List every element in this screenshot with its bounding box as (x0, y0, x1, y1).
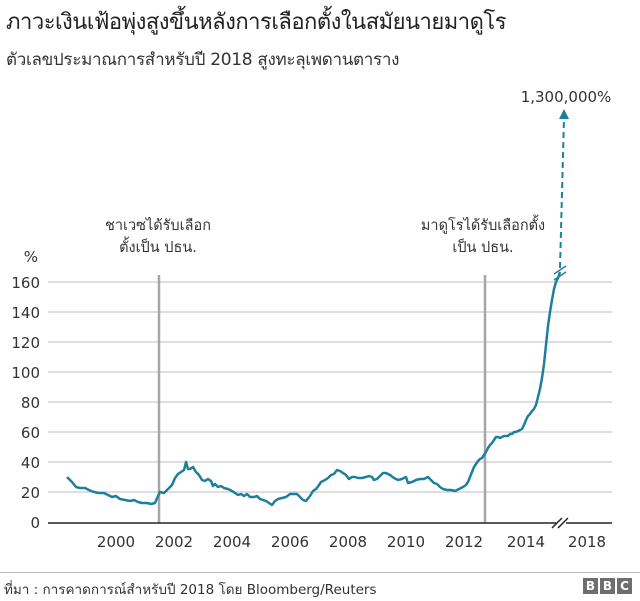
y-tick: 100 (11, 364, 40, 382)
source-note: ที่มา : การคาดการณ์สำหรับปี 2018 โดย Blo… (4, 582, 377, 598)
x-axis-labels: 2000 2002 2004 2006 2008 2010 2012 2014 … (97, 533, 606, 551)
maduro-annotation: มาดูโรได้รับเลือกตั้ง เป็น ปธน. (421, 214, 545, 256)
x-tick: 2006 (271, 533, 309, 551)
inflation-chart: % 160 140 120 100 80 60 40 20 0 2000 200… (11, 88, 612, 551)
logo-letter: B (600, 578, 615, 594)
x-tick: 2004 (213, 533, 251, 551)
x-tick: 2012 (445, 533, 483, 551)
x-tick: 2018 (568, 533, 606, 551)
estimate-dashed-line (559, 117, 565, 269)
bbc-logo: B B C (583, 578, 632, 594)
x-axis-break-icon (551, 517, 569, 529)
svg-text:ตั้งเป็น ปธน.: ตั้งเป็น ปธน. (119, 236, 197, 256)
y-tick: 20 (21, 484, 40, 502)
svg-text:เป็น ปธน.: เป็น ปธน. (452, 237, 513, 256)
y-tick: 120 (11, 334, 40, 352)
logo-letter: C (617, 578, 632, 594)
x-tick: 2010 (387, 533, 425, 551)
chart-title: ภาวะเงินเฟ้อพุ่งสูงขึ้นหลังการเลือกตั้งใ… (6, 10, 507, 35)
gridlines (48, 281, 612, 493)
x-tick: 2014 (507, 533, 545, 551)
y-axis-labels: % 160 140 120 100 80 60 40 20 0 (11, 248, 40, 532)
x-tick: 2002 (155, 533, 193, 551)
footer-divider (0, 572, 640, 573)
svg-text:ชาเวซได้รับเลือก: ชาเวซได้รับเลือก (105, 216, 211, 234)
y-tick: 80 (21, 394, 40, 412)
x-tick: 2008 (329, 533, 367, 551)
inflation-line (66, 271, 562, 507)
arrow-up-icon (559, 109, 569, 119)
chavez-annotation: ชาเวซได้รับเลือก ตั้งเป็น ปธน. (105, 216, 211, 256)
y-tick: 60 (21, 424, 40, 442)
line-break-icon (553, 265, 567, 281)
y-tick: 140 (11, 304, 40, 322)
y-tick: 40 (21, 454, 40, 472)
x-tick: 2000 (97, 533, 135, 551)
y-tick: 0 (30, 514, 40, 532)
y-tick: 160 (11, 274, 40, 292)
logo-letter: B (583, 578, 598, 594)
chart-subtitle: ตัวเลขประมาณการสำหรับปี 2018 สูงทะลุเพดา… (6, 50, 400, 70)
estimate-label: 1,300,000% (521, 88, 612, 106)
svg-text:มาดูโรได้รับเลือกตั้ง: มาดูโรได้รับเลือกตั้ง (421, 214, 545, 234)
y-unit: % (24, 248, 38, 266)
